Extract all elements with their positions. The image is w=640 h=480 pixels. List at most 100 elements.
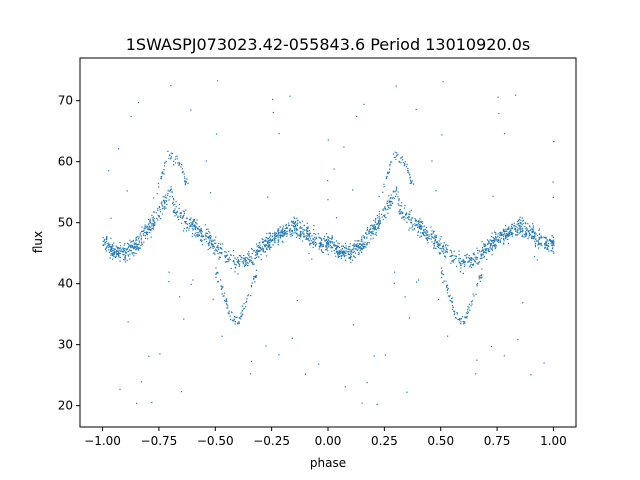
data-point <box>339 246 341 249</box>
data-point <box>503 240 505 242</box>
data-point <box>184 221 186 223</box>
data-point <box>470 261 472 264</box>
data-point <box>112 251 114 254</box>
data-point <box>373 355 375 357</box>
data-point <box>278 230 280 232</box>
data-point <box>271 235 274 237</box>
data-point <box>361 251 363 253</box>
data-point <box>135 246 137 248</box>
data-point <box>123 253 125 256</box>
data-point <box>522 220 524 222</box>
data-point <box>484 243 486 245</box>
data-point <box>252 263 254 265</box>
data-point <box>331 241 333 243</box>
data-point <box>532 227 535 229</box>
data-point <box>281 232 283 234</box>
data-point <box>517 222 519 224</box>
data-point <box>236 261 238 263</box>
data-point <box>357 245 359 247</box>
data-point <box>149 221 151 223</box>
data-point <box>366 236 368 238</box>
data-point <box>286 227 288 229</box>
data-point <box>503 238 505 240</box>
data-point <box>296 224 298 226</box>
data-point <box>270 240 273 242</box>
data-point <box>436 241 438 243</box>
data-point <box>410 219 413 221</box>
data-point <box>390 200 392 202</box>
data-point <box>321 238 323 240</box>
data-point <box>411 222 413 224</box>
data-point <box>298 227 301 229</box>
data-point <box>467 308 469 310</box>
data-point <box>256 249 259 251</box>
data-point <box>302 231 304 233</box>
data-point <box>483 243 485 245</box>
data-point <box>309 242 311 245</box>
data-point <box>378 219 380 221</box>
data-point <box>371 224 373 226</box>
data-point <box>551 244 553 246</box>
data-point <box>168 157 170 159</box>
data-point <box>387 173 389 175</box>
data-point <box>286 226 288 229</box>
data-point <box>322 246 324 248</box>
data-point <box>517 234 519 236</box>
data-point <box>279 232 281 234</box>
data-point <box>330 247 332 249</box>
data-point <box>124 255 127 257</box>
data-point <box>303 236 305 238</box>
x-axis-label: phase <box>310 456 346 470</box>
data-point <box>248 254 250 257</box>
data-point <box>216 271 219 273</box>
data-point <box>353 244 355 246</box>
data-point <box>331 235 333 237</box>
data-point <box>211 246 213 248</box>
data-point <box>224 255 226 257</box>
data-point <box>491 236 493 238</box>
data-point <box>552 251 554 253</box>
data-point <box>360 249 362 251</box>
data-point <box>178 219 180 221</box>
data-point <box>532 231 534 233</box>
data-point <box>421 227 423 229</box>
data-point <box>286 235 288 237</box>
data-point <box>462 323 465 325</box>
data-point <box>543 236 545 238</box>
data-point <box>486 239 489 241</box>
data-point <box>336 251 338 253</box>
data-point <box>519 216 521 218</box>
data-point <box>181 217 183 219</box>
data-point <box>398 200 400 202</box>
data-point <box>456 265 458 267</box>
data-point <box>222 286 224 288</box>
data-point <box>135 242 137 244</box>
data-point <box>467 261 469 263</box>
data-point <box>337 257 339 259</box>
data-point <box>539 238 541 240</box>
data-point <box>365 232 367 235</box>
data-point <box>178 215 180 217</box>
data-point <box>146 228 148 230</box>
data-point <box>481 274 483 276</box>
data-point <box>432 236 434 238</box>
data-point <box>401 212 403 214</box>
data-point <box>152 227 154 229</box>
data-point <box>210 246 212 248</box>
data-point <box>364 246 366 248</box>
data-point <box>345 250 347 252</box>
data-point <box>343 146 345 148</box>
data-point <box>264 240 266 242</box>
data-point <box>163 208 166 210</box>
data-point <box>398 204 400 206</box>
data-point <box>397 196 399 198</box>
data-point <box>296 220 298 222</box>
data-point <box>361 402 363 404</box>
data-point <box>471 257 473 259</box>
data-point <box>490 244 492 246</box>
data-point <box>350 252 352 254</box>
data-point <box>358 251 360 253</box>
data-point <box>349 246 351 248</box>
data-point <box>151 217 153 219</box>
data-point <box>425 232 427 235</box>
